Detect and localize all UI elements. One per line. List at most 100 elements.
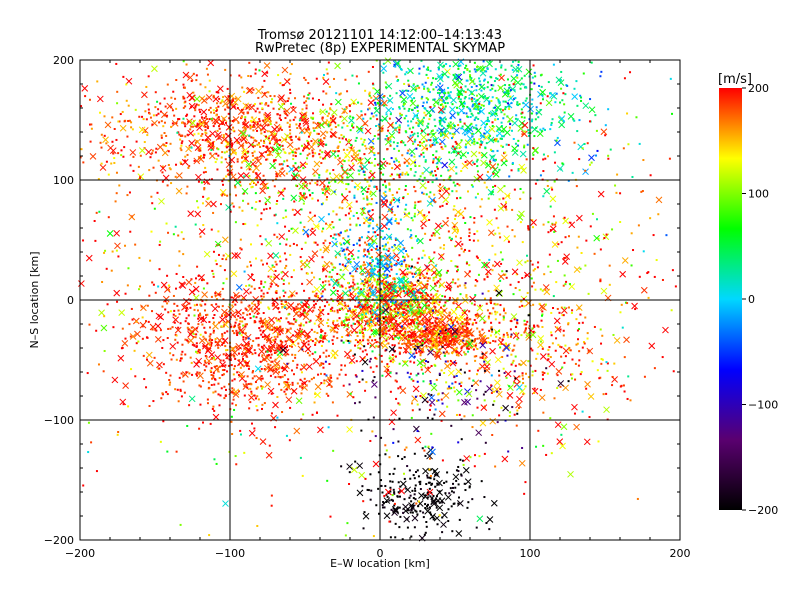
data-point-x: [104, 121, 112, 129]
data-point: [192, 91, 195, 94]
data-point: [476, 348, 479, 351]
data-point: [217, 105, 220, 108]
data-point: [464, 67, 467, 70]
data-point: [388, 357, 391, 360]
data-point: [203, 363, 206, 366]
data-point: [260, 377, 263, 380]
data-point: [460, 322, 463, 325]
data-point: [516, 101, 519, 104]
data-point: [230, 165, 233, 168]
data-point: [412, 83, 415, 86]
data-point: [392, 361, 395, 364]
data-point: [288, 125, 291, 128]
data-point: [235, 311, 238, 314]
data-point: [283, 151, 286, 154]
data-point: [419, 175, 422, 178]
data-point: [170, 358, 173, 361]
data-point: [287, 383, 290, 386]
data-point: [441, 531, 444, 534]
data-point: [269, 131, 272, 134]
data-point: [268, 195, 271, 198]
data-point: [297, 166, 300, 169]
data-point: [126, 194, 129, 197]
data-point: [190, 326, 193, 329]
data-point: [446, 269, 449, 272]
data-point-x: [395, 322, 402, 329]
data-point-x: [351, 265, 358, 273]
data-point: [457, 470, 460, 473]
data-point: [281, 103, 284, 106]
data-point: [450, 317, 453, 320]
data-point: [483, 79, 486, 82]
data-point: [463, 328, 466, 331]
data-point: [211, 407, 214, 410]
data-point: [450, 319, 453, 322]
data-point: [366, 488, 369, 491]
data-point: [539, 128, 542, 131]
data-point: [377, 304, 380, 307]
data-point: [353, 186, 356, 189]
data-point: [147, 320, 150, 323]
data-point: [402, 105, 405, 108]
data-point-x: [469, 295, 476, 303]
data-point: [376, 262, 379, 265]
data-point: [269, 207, 272, 210]
data-point: [468, 97, 471, 100]
data-point: [441, 112, 444, 115]
data-point: [219, 293, 222, 296]
data-point: [480, 142, 483, 145]
data-point: [224, 108, 227, 111]
data-point: [96, 80, 99, 83]
data-point: [292, 334, 295, 337]
data-point: [240, 334, 243, 337]
data-point: [290, 345, 293, 348]
data-point: [202, 153, 205, 156]
data-point: [256, 409, 259, 412]
data-point: [223, 151, 226, 154]
data-point: [253, 287, 256, 290]
data-point: [344, 364, 347, 367]
data-point: [288, 229, 291, 232]
data-point: [239, 238, 242, 241]
data-point: [482, 66, 485, 69]
data-point: [212, 250, 215, 253]
data-point: [226, 370, 229, 373]
data-point: [550, 123, 553, 126]
data-point: [333, 310, 336, 313]
data-point: [163, 121, 166, 124]
data-point: [197, 123, 200, 126]
data-point: [500, 111, 503, 114]
data-point: [231, 148, 234, 151]
data-point: [291, 341, 294, 344]
data-point: [509, 328, 512, 331]
data-point: [252, 159, 255, 162]
data-point: [390, 173, 393, 176]
data-point: [429, 309, 432, 312]
data-point: [402, 272, 405, 275]
data-point: [396, 145, 399, 148]
data-point: [426, 492, 429, 495]
data-point: [303, 76, 306, 79]
data-point: [549, 128, 552, 131]
data-point: [406, 193, 409, 196]
data-point: [443, 481, 446, 484]
data-point: [398, 302, 401, 305]
data-point: [494, 89, 497, 92]
data-point: [262, 174, 265, 177]
data-point: [327, 213, 330, 216]
data-point-x: [175, 187, 183, 195]
data-point: [280, 329, 283, 332]
data-point: [144, 320, 147, 323]
data-point: [126, 284, 129, 287]
data-point: [474, 196, 477, 199]
data-point: [218, 377, 221, 380]
data-point: [403, 82, 406, 85]
data-point: [187, 166, 190, 169]
data-point: [439, 342, 442, 345]
data-point: [380, 479, 383, 482]
data-point: [257, 143, 260, 146]
data-point-x: [362, 512, 370, 520]
data-point: [432, 518, 435, 521]
data-point: [217, 346, 220, 349]
data-point: [384, 186, 387, 189]
